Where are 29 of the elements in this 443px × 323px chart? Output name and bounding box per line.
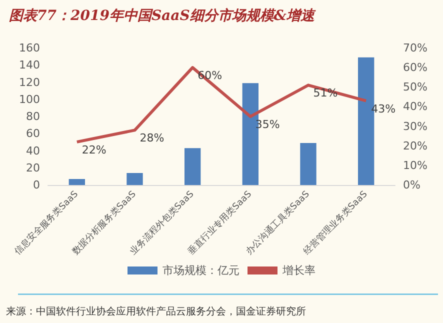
y-tick-label: 140 [19, 58, 40, 72]
y2-tick-label: 20% [403, 139, 428, 152]
y2-tick-label: 50% [403, 80, 428, 94]
data-label: 28% [140, 132, 164, 145]
bar [68, 179, 86, 185]
y-tick-label: 80 [26, 110, 40, 123]
source-note: 来源：中国软件行业协会应用软件产品云服务分会，国金证券研究所 [6, 306, 306, 318]
y-tick-label: 0 [33, 178, 40, 192]
y2-tick-label: 40% [403, 100, 428, 114]
y-tick-label: 40 [26, 144, 40, 158]
y2-tick-label: 10% [403, 158, 428, 172]
y-tick-label: 120 [19, 76, 40, 89]
bar [300, 143, 316, 185]
y-tick-label: 20 [26, 161, 40, 174]
y-tick-label: 100 [19, 92, 40, 106]
y2-tick-label: 70% [403, 42, 428, 54]
legend-label: 增长率 [282, 264, 316, 277]
bar [126, 173, 143, 185]
y-tick-label: 60 [26, 127, 40, 140]
y2-tick-label: 0% [403, 178, 420, 192]
bar [184, 148, 201, 185]
legend-label: 市场规模：亿元 [162, 264, 240, 277]
y2-tick-label: 30% [403, 120, 428, 133]
line-series [75, 66, 368, 144]
data-label: 51% [313, 86, 338, 100]
chart-title: 图表77：2019年中国SaaS细分市场规模&增速 [9, 7, 316, 24]
data-label: 22% [82, 143, 106, 156]
y-tick-label: 160 [19, 42, 40, 54]
y2-tick-label: 60% [403, 61, 428, 74]
